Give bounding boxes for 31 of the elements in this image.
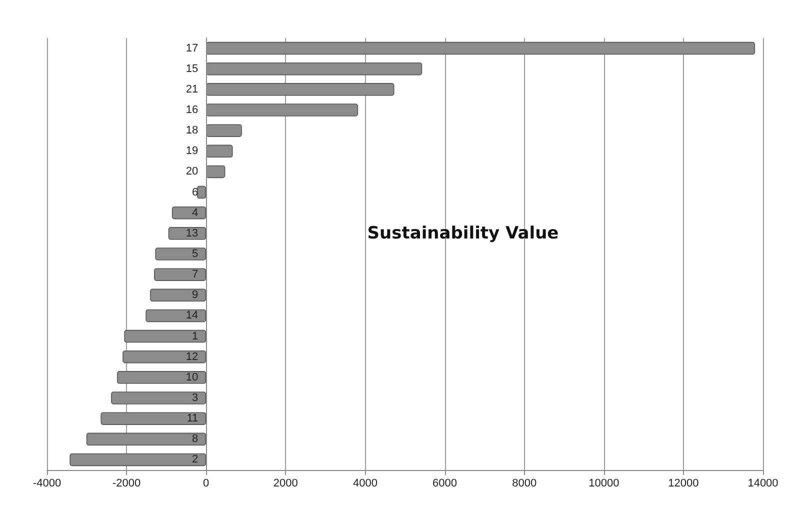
y-tick-label: 5 bbox=[192, 248, 198, 260]
text: Sustainability Value bbox=[367, 224, 559, 244]
x-tick-label: 8000 bbox=[512, 478, 537, 490]
x-tick-label: -4000 bbox=[32, 478, 62, 490]
y-tick-label: 3 bbox=[192, 392, 198, 404]
x-tick-label: 6000 bbox=[432, 478, 458, 490]
y-tick-label: 16 bbox=[186, 104, 198, 116]
y-tick-label: 15 bbox=[186, 62, 198, 75]
y-tick-label: 2 bbox=[192, 454, 198, 466]
y-tick-label: 12 bbox=[186, 350, 198, 363]
y-tick-label: 13 bbox=[186, 227, 198, 240]
x-tick-label: 10000 bbox=[588, 478, 620, 490]
y-tick-label: 7 bbox=[192, 268, 198, 281]
x-tick-label: 12000 bbox=[668, 478, 699, 490]
x-tick-label: -2000 bbox=[112, 478, 141, 490]
y-tick-label: 14 bbox=[186, 310, 198, 322]
y-tick-label: 8 bbox=[192, 433, 198, 446]
y-tick-label: 11 bbox=[186, 412, 198, 425]
x-tick-label: 4000 bbox=[352, 478, 378, 490]
y-tick-label: 4 bbox=[192, 206, 198, 219]
y-tick-label: 1 bbox=[192, 330, 198, 342]
y-tick-label: 20 bbox=[186, 166, 198, 178]
x-tick-label: 2000 bbox=[273, 478, 298, 490]
x-tick-label: 0 bbox=[203, 478, 210, 490]
y-tick-label: 9 bbox=[192, 289, 198, 302]
y-tick-label: 18 bbox=[186, 124, 198, 137]
y-tick-label: 19 bbox=[186, 145, 198, 158]
y-tick-label: 17 bbox=[186, 42, 198, 54]
x-tick-label: 14000 bbox=[748, 478, 778, 490]
y-tick-label: 21 bbox=[186, 83, 198, 96]
y-tick-label: 10 bbox=[186, 371, 198, 384]
